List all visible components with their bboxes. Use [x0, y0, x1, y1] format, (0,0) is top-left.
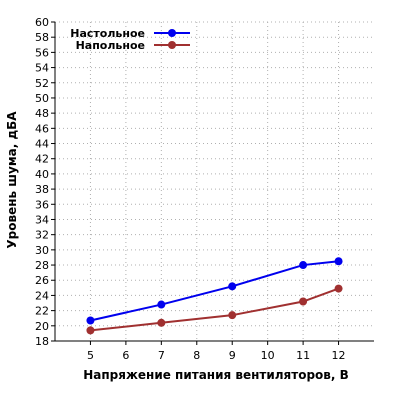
data-point: [334, 284, 343, 293]
x-axis-ticks: 5 6 7 8 9 10 11 12: [87, 341, 346, 362]
x-tick-label: 6: [122, 349, 129, 362]
y-tick-label: 36: [35, 198, 49, 211]
data-point: [86, 326, 95, 335]
x-tick-label: 5: [87, 349, 94, 362]
y-tick-label: 34: [35, 213, 49, 226]
x-tick-label: 8: [193, 349, 200, 362]
legend-label: Настольное: [70, 27, 145, 40]
y-tick-label: 30: [35, 244, 49, 257]
series-2: [86, 284, 343, 335]
y-tick-label: 24: [35, 289, 49, 302]
x-tick-label: 11: [296, 349, 310, 362]
data-point: [299, 261, 308, 270]
y-tick-label: 38: [35, 183, 49, 196]
y-tick-label: 56: [35, 46, 49, 59]
series-layer: [86, 257, 343, 335]
series-line: [90, 287, 339, 332]
data-point: [228, 282, 237, 291]
legend-swatch-marker: [168, 41, 176, 49]
y-tick-label: 50: [35, 92, 49, 105]
y-tick-label: 28: [35, 259, 49, 272]
y-tick-label: 42: [35, 153, 49, 166]
y-tick-label: 60: [35, 16, 49, 29]
x-axis-title: Напряжение питания вентиляторов, В: [83, 368, 349, 382]
y-tick-label: 52: [35, 77, 49, 90]
y-tick-label: 46: [35, 122, 49, 135]
y-tick-label: 20: [35, 320, 49, 333]
series-line: [90, 260, 339, 322]
y-tick-label: 44: [35, 138, 49, 151]
data-point: [299, 297, 308, 306]
legend-label: Напольное: [76, 39, 145, 52]
y-tick-label: 26: [35, 274, 49, 287]
y-tick-label: 22: [35, 305, 49, 318]
y-tick-label: 32: [35, 229, 49, 242]
x-tick-label: 12: [332, 349, 346, 362]
x-tick-label: 9: [229, 349, 236, 362]
data-point: [157, 300, 166, 309]
x-tick-label: 7: [158, 349, 165, 362]
y-tick-label: 58: [35, 31, 49, 44]
y-tick-label: 18: [35, 335, 49, 348]
y-axis-ticks: 18 20 22 24 26 28 30 32 34 36 38 40 42 44 46 48 50 52 54 56…: [35, 16, 55, 348]
y-tick-label: 48: [35, 107, 49, 120]
data-point: [334, 257, 343, 266]
data-point: [157, 318, 166, 327]
x-tick-label: 10: [261, 349, 275, 362]
y-axis-title: Уровень шума, дБА: [5, 111, 19, 249]
data-point: [86, 316, 95, 325]
y-tick-label: 40: [35, 168, 49, 181]
axes: [54, 22, 374, 342]
legend-swatch-marker: [168, 29, 176, 37]
y-tick-label: 54: [35, 62, 49, 75]
data-point: [228, 311, 237, 320]
series-1: [86, 257, 343, 325]
